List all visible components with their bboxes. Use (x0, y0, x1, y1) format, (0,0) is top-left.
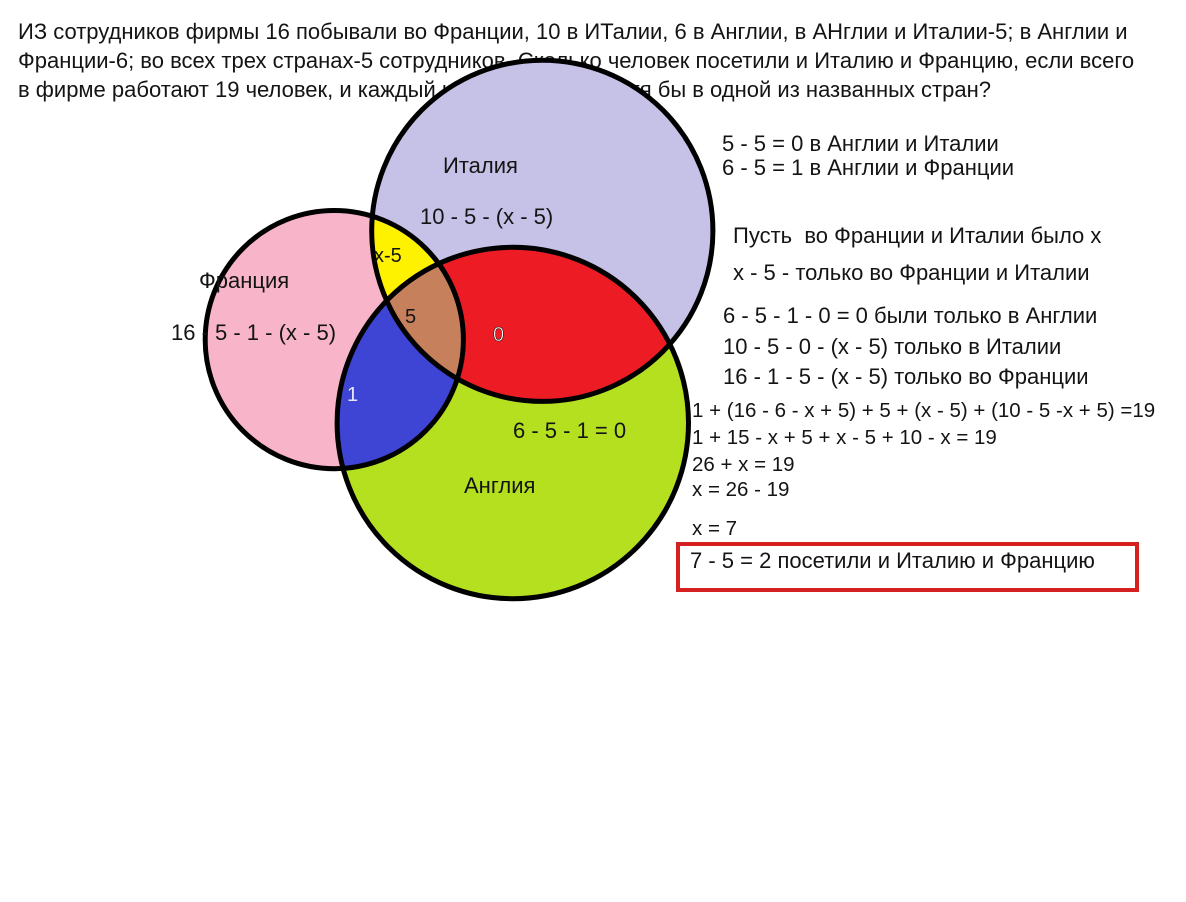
svg-text:10 - 5 - (x - 5): 10 - 5 - (x - 5) (420, 204, 553, 229)
svg-text:5: 5 (405, 306, 416, 328)
svg-text:Италия: Италия (443, 153, 518, 178)
svg-text:0: 0 (493, 324, 504, 346)
svg-text:x-5: x-5 (374, 245, 402, 267)
svg-text:Англия: Англия (464, 473, 535, 498)
svg-text:16 - 5 - 1 - (x - 5): 16 - 5 - 1 - (x - 5) (171, 320, 336, 345)
svg-text:1: 1 (347, 384, 358, 406)
svg-text:Франция: Франция (199, 268, 289, 293)
svg-text:6 - 5 - 1 = 0: 6 - 5 - 1 = 0 (513, 418, 626, 443)
